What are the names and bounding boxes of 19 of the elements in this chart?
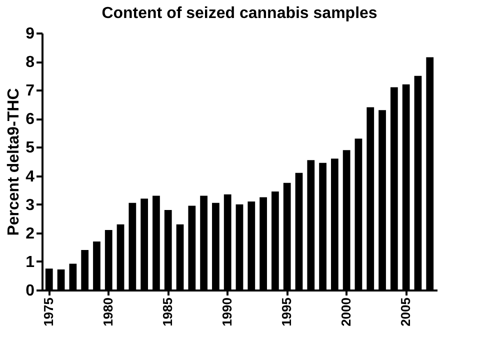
y-tick-label: 1 [26,254,35,271]
y-tick-label: 9 [26,26,35,42]
x-tick-label: 2005 [398,298,414,326]
y-tick-label: 8 [26,54,35,72]
x-tick-label: 1995 [279,298,294,326]
y-tick-label: 7 [26,82,35,100]
x-tick-label: 1975 [41,298,56,326]
y-tick-label: 3 [26,196,35,214]
x-tick-label: 1985 [160,298,176,326]
x-tick-label: 1980 [100,298,116,326]
y-tick-label: 0 [26,282,35,300]
x-tick-label: 2000 [338,298,354,326]
y-tick-label: 6 [26,111,35,128]
x-tick-label: 1990 [220,298,235,326]
y-tick-label: 2 [26,225,35,242]
y-axis-title: Percent delta9-THC [6,88,23,236]
y-tick-label: 4 [26,168,35,186]
chart-title: Content of seized cannabis samples [102,5,378,22]
y-tick-label: 5 [26,140,35,157]
